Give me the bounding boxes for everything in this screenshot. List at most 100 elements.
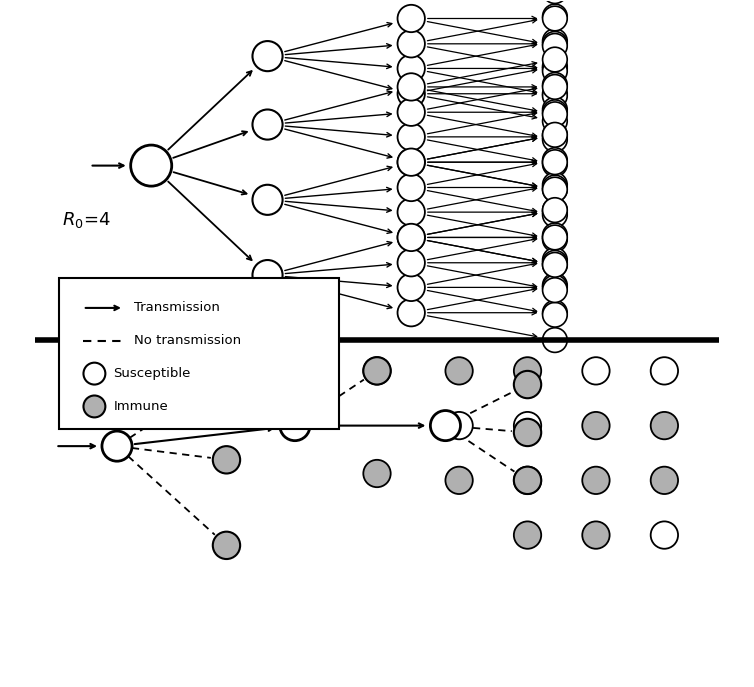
Circle shape bbox=[397, 5, 425, 32]
Circle shape bbox=[397, 55, 425, 82]
Circle shape bbox=[513, 419, 541, 446]
Circle shape bbox=[363, 460, 391, 487]
Circle shape bbox=[397, 74, 425, 100]
Circle shape bbox=[543, 122, 567, 147]
Circle shape bbox=[253, 260, 283, 290]
Circle shape bbox=[543, 124, 567, 149]
Circle shape bbox=[543, 198, 567, 223]
Circle shape bbox=[543, 172, 567, 197]
Circle shape bbox=[84, 363, 106, 385]
Circle shape bbox=[543, 97, 567, 122]
Circle shape bbox=[543, 127, 567, 152]
Circle shape bbox=[397, 224, 425, 251]
Circle shape bbox=[513, 466, 541, 494]
Circle shape bbox=[543, 34, 567, 58]
Circle shape bbox=[543, 273, 567, 297]
Circle shape bbox=[651, 521, 678, 549]
Circle shape bbox=[446, 466, 473, 494]
Circle shape bbox=[543, 225, 567, 250]
Circle shape bbox=[582, 466, 610, 494]
Circle shape bbox=[397, 123, 425, 150]
Circle shape bbox=[280, 411, 310, 440]
Circle shape bbox=[363, 357, 391, 385]
Circle shape bbox=[543, 59, 567, 84]
Circle shape bbox=[253, 41, 283, 71]
Circle shape bbox=[102, 431, 132, 461]
Circle shape bbox=[543, 200, 567, 225]
Circle shape bbox=[543, 150, 567, 174]
Circle shape bbox=[397, 299, 425, 326]
Circle shape bbox=[543, 152, 567, 177]
Circle shape bbox=[651, 412, 678, 439]
Circle shape bbox=[543, 278, 567, 302]
Circle shape bbox=[582, 412, 610, 439]
Circle shape bbox=[543, 73, 567, 97]
Circle shape bbox=[582, 357, 610, 385]
Circle shape bbox=[543, 102, 567, 126]
Circle shape bbox=[213, 446, 241, 473]
Circle shape bbox=[446, 357, 473, 385]
Circle shape bbox=[543, 29, 567, 54]
Circle shape bbox=[543, 4, 567, 29]
Circle shape bbox=[651, 466, 678, 494]
Circle shape bbox=[130, 145, 172, 186]
Circle shape bbox=[513, 466, 541, 494]
Circle shape bbox=[543, 198, 567, 223]
Circle shape bbox=[543, 177, 567, 202]
Circle shape bbox=[513, 521, 541, 549]
Circle shape bbox=[543, 47, 567, 72]
Circle shape bbox=[397, 80, 425, 107]
Circle shape bbox=[543, 248, 567, 272]
Circle shape bbox=[543, 251, 567, 275]
Circle shape bbox=[543, 150, 567, 174]
Circle shape bbox=[363, 357, 391, 385]
Circle shape bbox=[213, 361, 241, 388]
Circle shape bbox=[513, 357, 541, 385]
Circle shape bbox=[213, 532, 241, 559]
Text: $R_0$=4: $R_0$=4 bbox=[63, 210, 111, 230]
Circle shape bbox=[397, 199, 425, 226]
Circle shape bbox=[543, 253, 567, 277]
Circle shape bbox=[543, 177, 567, 202]
Circle shape bbox=[397, 224, 425, 251]
Circle shape bbox=[543, 109, 567, 133]
Circle shape bbox=[543, 328, 567, 352]
Circle shape bbox=[543, 82, 567, 106]
Circle shape bbox=[543, 227, 567, 252]
Circle shape bbox=[253, 109, 283, 139]
Circle shape bbox=[543, 75, 567, 99]
Circle shape bbox=[651, 357, 678, 385]
Circle shape bbox=[543, 54, 567, 79]
Circle shape bbox=[397, 273, 425, 301]
Circle shape bbox=[543, 223, 567, 248]
Circle shape bbox=[543, 148, 567, 172]
Circle shape bbox=[513, 412, 541, 439]
Circle shape bbox=[397, 148, 425, 176]
Circle shape bbox=[582, 521, 610, 549]
Circle shape bbox=[513, 371, 541, 398]
Circle shape bbox=[446, 412, 473, 439]
Circle shape bbox=[543, 100, 567, 124]
Circle shape bbox=[543, 225, 567, 250]
Circle shape bbox=[543, 275, 567, 300]
Circle shape bbox=[543, 253, 567, 277]
Circle shape bbox=[397, 98, 425, 126]
Circle shape bbox=[84, 396, 106, 418]
Text: Transmission: Transmission bbox=[134, 302, 220, 315]
Circle shape bbox=[397, 30, 425, 58]
Circle shape bbox=[543, 175, 567, 200]
Circle shape bbox=[543, 302, 567, 327]
Circle shape bbox=[431, 411, 461, 440]
Circle shape bbox=[397, 174, 425, 201]
Circle shape bbox=[397, 148, 425, 176]
Circle shape bbox=[543, 300, 567, 325]
Circle shape bbox=[543, 84, 567, 108]
FancyBboxPatch shape bbox=[59, 278, 339, 429]
Circle shape bbox=[397, 249, 425, 276]
Circle shape bbox=[543, 122, 567, 147]
Text: Immune: Immune bbox=[114, 400, 168, 413]
Circle shape bbox=[543, 6, 567, 31]
Text: Susceptible: Susceptible bbox=[114, 367, 191, 380]
Circle shape bbox=[253, 185, 283, 215]
Text: No transmission: No transmission bbox=[134, 335, 241, 347]
